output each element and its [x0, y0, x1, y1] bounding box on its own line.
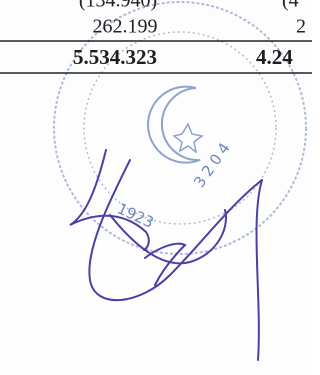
total-cell: 5.534.323 [73, 45, 157, 69]
document-page: 1923 3204 (134.940) (4 262.199 2 5.534.3… [0, 0, 312, 375]
scan: 1923 3204 (134.940) (4 262.199 2 5.534.3… [0, 0, 312, 375]
signature [70, 150, 262, 360]
stamp-number: 3204 [190, 136, 236, 191]
total-cell: 4.24 [256, 45, 293, 69]
table-cell: (4 [282, 0, 299, 12]
table-cell: (134.940) [79, 0, 157, 12]
table-cell: 2 [296, 16, 306, 38]
table-cell: 262.199 [93, 16, 158, 38]
